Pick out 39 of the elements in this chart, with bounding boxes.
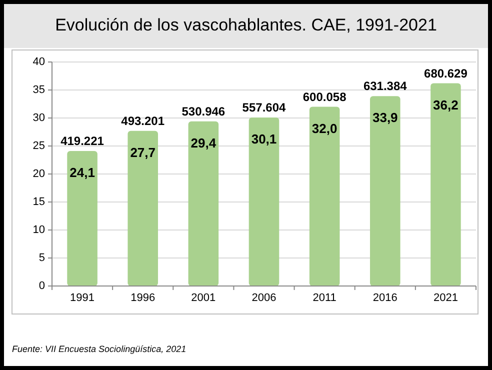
- y-tick-label: 10: [32, 224, 45, 236]
- bar: [370, 96, 400, 286]
- x-tick-label: 2016: [372, 292, 398, 304]
- data-label: 27,7: [130, 144, 156, 160]
- bar: [309, 106, 340, 286]
- y-tick-label: 30: [32, 112, 45, 124]
- x-tick-label: 2011: [312, 292, 336, 304]
- data-label: 33,9: [372, 110, 398, 126]
- data-label: 29,4: [190, 135, 217, 150]
- x-tick-label: 2001: [191, 292, 216, 304]
- y-tick-label: 0: [38, 280, 45, 292]
- bar: [67, 151, 98, 286]
- chart-title: Evolución de los vascohablantes. CAE, 1991-2021: [55, 15, 437, 34]
- annotation: 530.946: [182, 104, 226, 118]
- bar: [128, 130, 158, 286]
- data-label: 36,2: [433, 97, 458, 112]
- annotation: 493.201: [121, 114, 165, 128]
- y-tick-label: 5: [38, 252, 45, 264]
- y-tick-label: 40: [32, 56, 45, 68]
- source-note: Fuente: VII Encuesta Sociolingüística, 2021: [12, 344, 186, 354]
- x-tick-label: 1996: [130, 292, 156, 304]
- data-label: 32,0: [312, 120, 338, 136]
- data-label: 24,1: [70, 165, 95, 180]
- bar: [248, 117, 280, 286]
- y-tick-label: 35: [32, 84, 45, 96]
- y-tick-label: 20: [32, 168, 45, 180]
- annotation: 419.221: [60, 134, 104, 148]
- annotation: 680.629: [424, 66, 468, 80]
- bar: [430, 83, 461, 286]
- annotation: 557.604: [242, 100, 286, 114]
- y-tick-label: 25: [32, 140, 45, 152]
- data-label: 30,1: [251, 131, 277, 146]
- x-tick-label: 2021: [433, 292, 458, 304]
- y-tick-label: 15: [32, 196, 45, 208]
- x-tick-label: 1991: [70, 292, 95, 304]
- annotation: 631.384: [363, 79, 408, 94]
- x-tick-label: 2006: [252, 292, 276, 304]
- annotation: 600.058: [302, 90, 347, 104]
- bar: [188, 121, 219, 286]
